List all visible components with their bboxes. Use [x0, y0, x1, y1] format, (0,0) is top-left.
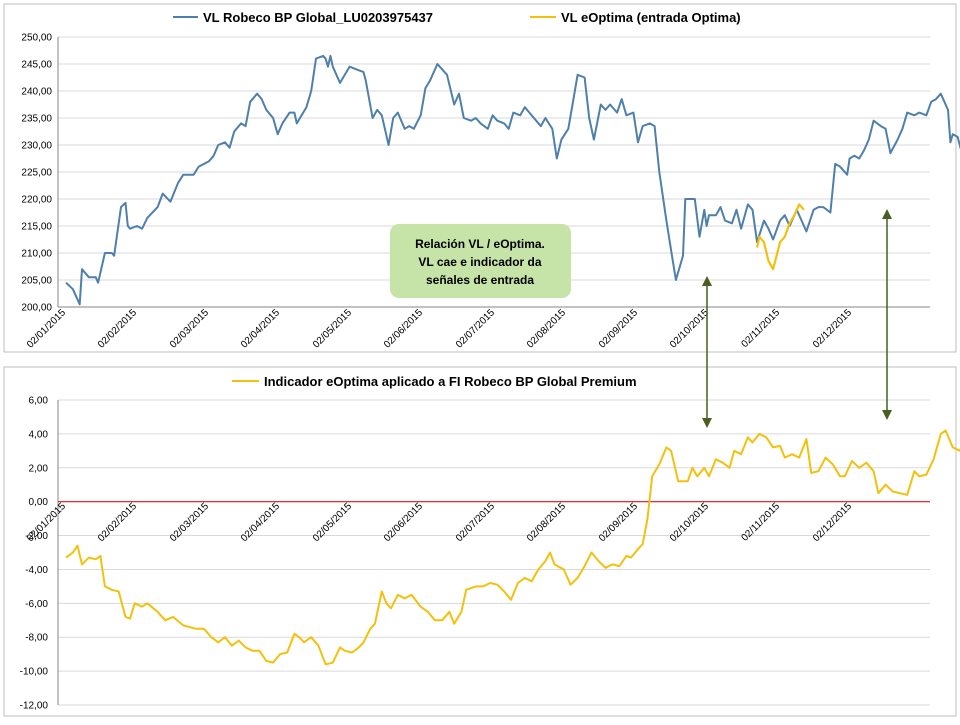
top-chart-frame [3, 3, 957, 353]
signal-arrows [702, 209, 892, 428]
legend-label-vl: VL Robeco BP Global_LU0203975437 [203, 10, 433, 25]
arrow-head-up [882, 209, 892, 219]
arrow-head-up [702, 276, 712, 286]
arrow-head-down [702, 418, 712, 428]
annotation-line-2: VL cae e indicador da [418, 255, 541, 269]
top-chart-y-axis: 200,00 205,00 210,00 215,00 220,00 225,00 230,… [21, 33, 930, 314]
series-line-indicador [65, 429, 960, 666]
top-y-tick-label: 240,00 [21, 87, 52, 98]
annotation-line-3: señales de entrada [426, 273, 534, 287]
bottom-y-tick-label: -10,00 [20, 667, 49, 678]
bottom-chart-gridlines [58, 399, 930, 706]
top-y-tick-label: 210,00 [21, 249, 52, 260]
arrow-january-signal [882, 209, 892, 420]
bottom-y-tick-label: -2,00 [25, 531, 48, 542]
annotation-callout: Relación VL / eOptima. VL cae e indicado… [390, 224, 571, 298]
bottom-chart-y-axis: -12,00 -10,00 -8,00 -6,00 -4,00 -2,00 0,00 2,00… [20, 396, 930, 712]
bottom-y-tick-label: -4,00 [25, 565, 48, 576]
arrow-october-signal [702, 276, 712, 428]
top-chart-gridlines [58, 36, 930, 308]
top-y-tick-label: 230,00 [21, 141, 52, 152]
top-y-tick-label: 205,00 [21, 276, 52, 287]
top-y-tick-label: 245,00 [21, 60, 52, 71]
annotation-line-1: Relación VL / eOptima. [415, 237, 545, 251]
top-y-tick-label: 215,00 [21, 222, 52, 233]
bottom-y-tick-label: 6,00 [29, 396, 49, 407]
bottom-y-tick-label: 4,00 [29, 429, 49, 440]
bottom-y-tick-label: 0,00 [29, 497, 49, 508]
top-y-tick-label: 225,00 [21, 168, 52, 179]
bottom-y-tick-label: -12,00 [20, 701, 49, 712]
legend-label-indicador: Indicador eOptima aplicado a FI Robeco B… [264, 374, 637, 389]
bottom-chart-series [65, 429, 960, 666]
top-y-tick-label: 235,00 [21, 114, 52, 125]
legend-label-eoptima: VL eOptima (entrada Optima) [561, 10, 741, 25]
top-chart-series [65, 54, 960, 306]
top-chart-legend: VL Robeco BP Global_LU0203975437 VL eOpt… [173, 10, 741, 25]
bottom-y-tick-label: -6,00 [25, 599, 48, 610]
bottom-chart-legend: Indicador eOptima aplicado a FI Robeco B… [232, 374, 637, 389]
top-y-tick-label: 200,00 [21, 303, 52, 314]
bottom-chart-frame [3, 366, 957, 717]
bottom-y-tick-label: -8,00 [25, 633, 48, 644]
series-line-vl-eoptima [756, 203, 805, 271]
top-y-tick-label: 250,00 [21, 33, 52, 44]
arrow-head-down [882, 410, 892, 420]
bottom-y-tick-label: 2,00 [29, 463, 49, 474]
annotation-box [390, 224, 571, 298]
series-line-vl-robeco [65, 54, 960, 306]
top-y-tick-label: 220,00 [21, 195, 52, 206]
